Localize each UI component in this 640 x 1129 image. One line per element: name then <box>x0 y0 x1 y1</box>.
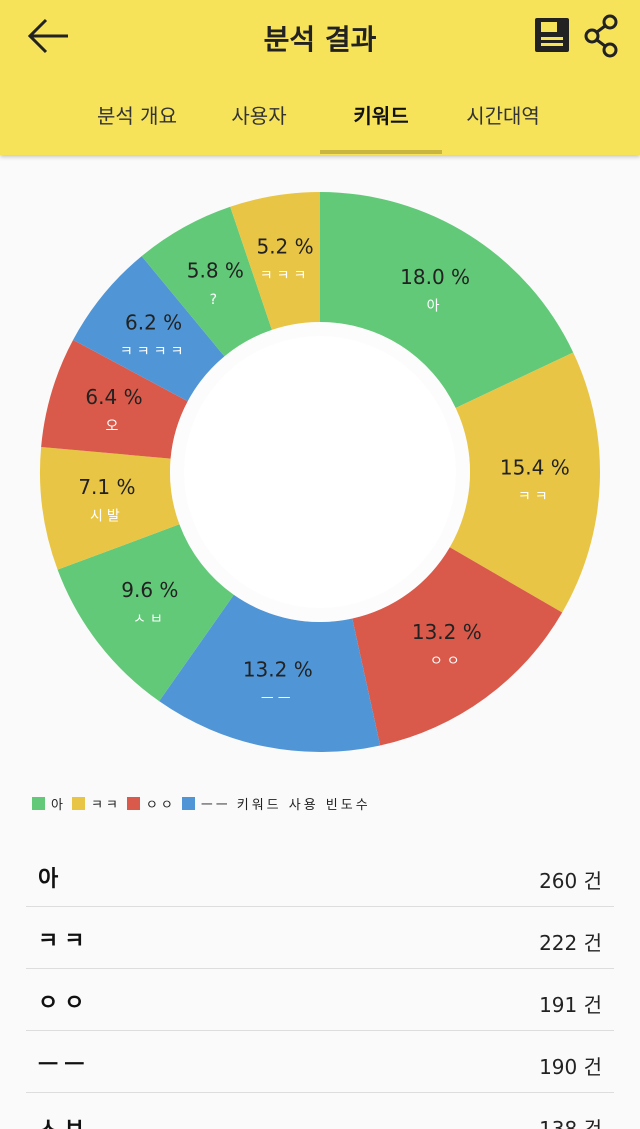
keyword-row[interactable]: ㅡㅡ 190 건 <box>26 1031 614 1093</box>
keyword-row[interactable]: ㅇㅇ 191 건 <box>26 969 614 1031</box>
slice-percent: 5.8 % <box>187 259 244 283</box>
donut-slice <box>57 524 234 702</box>
slice-percent: 6.2 % <box>125 310 182 334</box>
slice-percent: 6.4 % <box>85 385 142 409</box>
legend-swatch <box>181 797 195 810</box>
legend-label: ㅇㅇ <box>145 798 176 813</box>
tab[interactable]: 분석 개요 <box>97 104 177 128</box>
legend-swatch <box>71 797 85 810</box>
save-button[interactable] <box>535 18 569 52</box>
legend-label: ㅋㅋ <box>90 798 121 813</box>
slice-keyword: ㅡㅡ <box>261 691 295 707</box>
tab[interactable]: 사용자 <box>231 104 287 128</box>
keyword-row[interactable]: ㅅㅂ 138 건 <box>26 1093 614 1129</box>
slice-percent: 13.2 % <box>243 657 313 681</box>
slice-keyword: ㅅㅂ <box>133 611 167 627</box>
legend-series: 키워드 사용 빈도수 <box>236 798 371 813</box>
slice-keyword: ㅋㅋㅋ <box>260 268 311 284</box>
count: 190 건 <box>539 1055 602 1079</box>
legend-label: ㅡㅡ <box>200 798 231 813</box>
keyword: ㅡㅡ <box>38 1053 91 1078</box>
share-button[interactable] <box>584 14 618 58</box>
tab[interactable]: 키워드 <box>353 104 409 128</box>
slice-keyword: 아 <box>427 298 444 314</box>
count: 260 건 <box>539 869 602 893</box>
slice-keyword: ㅇㅇ <box>430 654 464 670</box>
slice-percent: 9.6 % <box>121 578 178 602</box>
donut-slice <box>39 446 180 570</box>
legend-label: 아 <box>51 798 66 813</box>
keyword: ㅅㅂ <box>38 1115 91 1129</box>
tab[interactable]: 시간대역 <box>466 104 540 128</box>
slice-percent: 13.2 % <box>412 620 482 644</box>
slice-keyword: 시발 <box>90 509 124 525</box>
header-icons <box>27 14 618 58</box>
donut-slice <box>159 594 381 753</box>
slice-keyword: ㅋㅋㅋㅋ <box>120 344 188 360</box>
screen-title: 분석 결과 <box>263 23 377 56</box>
slice-percent: 15.4 % <box>500 456 570 480</box>
inner-ring <box>170 322 470 622</box>
donut-slice <box>320 192 574 408</box>
donut-slice <box>41 339 188 459</box>
slice-percent: 7.1 % <box>78 475 135 499</box>
slice-keyword: ? <box>210 292 221 308</box>
slice-percent: 18.0 % <box>400 265 470 289</box>
count: 138 건 <box>539 1117 602 1129</box>
keyword: 아 <box>38 867 65 892</box>
slice-keyword: 오 <box>106 418 123 434</box>
tab-indicator <box>320 150 442 154</box>
donut-slice <box>141 206 272 357</box>
donut-slice <box>73 256 225 402</box>
keyword: ㅋㅋ <box>38 929 91 954</box>
donut-slice <box>352 547 563 746</box>
donut-slice <box>230 192 320 330</box>
legend-swatch <box>126 797 140 810</box>
app-bar: 분석 결과 분석 개요 사용자 키워드 시간대역 <box>0 0 640 155</box>
donut-slice <box>449 352 600 613</box>
count: 191 건 <box>539 993 602 1017</box>
slice-percent: 5.2 % <box>256 234 313 258</box>
donut-hole <box>184 336 456 608</box>
back-button[interactable] <box>27 18 68 54</box>
count: 222 건 <box>539 931 602 955</box>
keyword-row[interactable]: 아 260 건 <box>26 845 614 907</box>
keyword-row[interactable]: ㅋㅋ 222 건 <box>26 907 614 969</box>
slice-keyword: ㅋㅋ <box>518 489 552 505</box>
legend-swatch <box>32 797 45 810</box>
keyword: ㅇㅇ <box>38 991 91 1016</box>
legend: 아 ㅋㅋ ㅇㅇ ㅡㅡ 키워드 사용 빈도수 <box>32 794 371 813</box>
donut-chart: 18.0 % 아 15.4 % ㅋㅋ 13.2 % ㅇㅇ 13.2 % ㅡㅡ 9.6 % ㅅㅂ 7.… <box>39 192 600 753</box>
